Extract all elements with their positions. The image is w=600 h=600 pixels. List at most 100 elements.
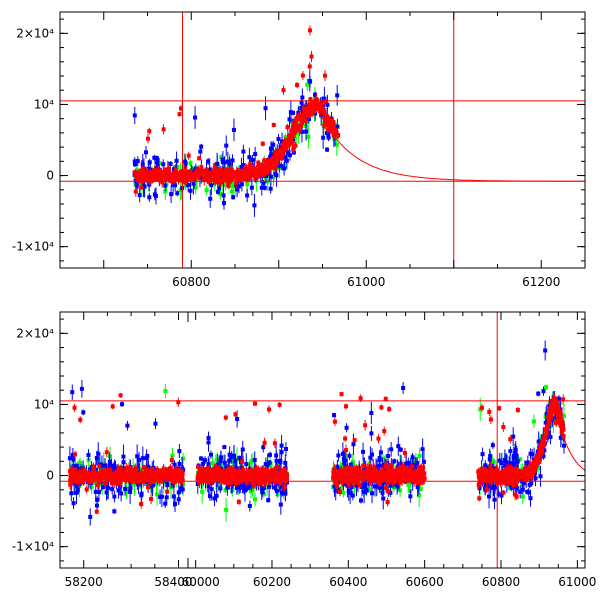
data-point [239,182,244,187]
data-point [156,172,161,177]
data-point [124,466,129,471]
data-point [229,167,234,172]
data-point [111,473,116,478]
data-point [367,460,372,465]
data-point [325,102,330,107]
data-point [149,470,154,475]
data-point [199,165,204,170]
data-point [130,474,135,479]
data-point [141,465,146,470]
data-point [326,133,331,138]
data-point [159,172,164,177]
data-point [150,482,155,487]
data-point [291,120,296,125]
data-point [208,196,213,201]
data-point [282,485,287,490]
data-point [155,492,160,497]
data-point [172,176,177,181]
data-point [237,468,242,473]
data-point [372,484,377,489]
data-point [396,444,401,449]
data-point [93,471,98,476]
data-point [96,483,101,488]
y-tick-label: 0 [46,169,54,183]
data-point [173,167,178,172]
data-point [159,178,164,183]
data-point [225,485,230,490]
data-point [343,458,348,463]
data-point [74,463,79,468]
data-point [240,459,245,464]
data-point [188,169,193,174]
data-point [94,509,99,514]
data-point [259,169,264,174]
data-point [282,166,287,171]
data-point [354,483,359,488]
data-point [319,112,324,117]
data-point [283,135,288,140]
data-point [395,481,400,486]
data-point [154,155,159,160]
data-point [234,481,239,486]
data-point [146,177,151,182]
data-point [238,482,243,487]
data-point [239,476,244,481]
data-point [200,469,205,474]
data-point [177,449,182,454]
data-point [188,188,193,193]
data-point [198,149,203,154]
data-point [357,466,362,471]
data-point [178,106,183,111]
data-point [133,189,138,194]
data-point [282,155,287,160]
data-point [102,463,107,468]
data-point [103,475,108,480]
data-point [150,466,155,471]
data-point [259,486,264,491]
data-point [247,155,252,160]
data-point [175,191,180,196]
data-point [148,473,153,478]
data-point [135,159,140,164]
data-point [196,168,201,173]
data-point [72,405,77,410]
data-point [254,476,259,481]
data-point [351,461,356,466]
data-point [310,111,315,116]
data-point [218,486,223,491]
data-point [259,185,264,190]
data-point [147,160,152,165]
data-point [262,158,267,163]
data-point [152,155,157,160]
data-point [234,180,239,185]
data-point [361,449,366,454]
data-point [218,459,223,464]
data-point [79,386,84,391]
data-point [176,172,181,177]
data-point [335,133,340,138]
data-point [173,470,178,475]
data-point [256,482,261,487]
data-point [197,478,202,483]
data-point [347,453,352,458]
data-point [380,490,385,495]
data-points [195,401,290,522]
data-point [204,171,209,176]
data-point [245,477,250,482]
data-point [124,490,129,495]
data-point [163,176,168,181]
data-point [381,496,386,501]
data-point [156,168,161,173]
data-point [250,158,255,163]
data-point [231,453,236,458]
data-point [291,110,296,115]
data-point [293,143,298,148]
data-point [408,494,413,499]
data-point [203,173,208,178]
data-point [266,470,271,475]
data-point [256,160,261,165]
data-point [84,487,89,492]
data-point [222,445,227,450]
x-tick-label: 61200 [522,275,560,289]
data-point [177,461,182,466]
